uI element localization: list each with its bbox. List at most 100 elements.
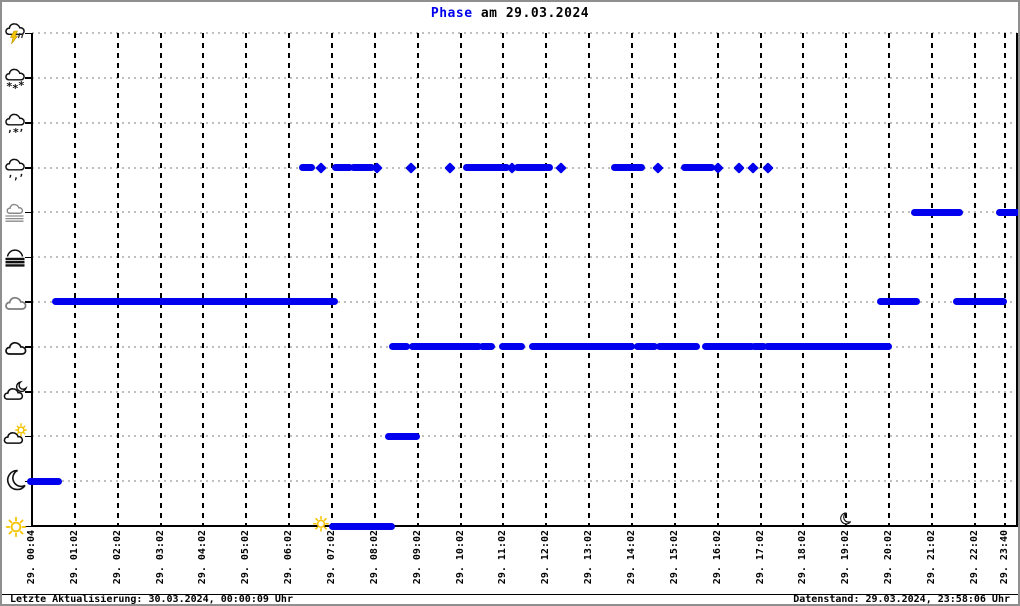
hour-gridline bbox=[202, 33, 205, 526]
phase-dot bbox=[444, 161, 456, 174]
sleet-icon: , * , bbox=[3, 110, 29, 136]
hour-gridline bbox=[459, 33, 462, 526]
x-axis-label: 29. 00:04 bbox=[24, 530, 40, 594]
svg-text:,: , bbox=[13, 171, 19, 181]
x-axis-label-text: 29. 01:02 bbox=[68, 530, 80, 585]
x-axis-label: 29. 06:02 bbox=[281, 530, 297, 594]
status-bar: Letzte Aktualisierung: 30.03.2024, 00:00… bbox=[2, 594, 1018, 604]
hour-gridline bbox=[845, 33, 848, 526]
svg-text:,: , bbox=[8, 168, 14, 179]
sunset-moon-icon bbox=[838, 511, 853, 527]
x-axis-label: 29. 08:02 bbox=[367, 530, 383, 594]
x-axis-label-text: 29. 20:02 bbox=[883, 530, 895, 585]
cloud-moon-icon bbox=[3, 379, 29, 405]
cloudy-cloud-icon bbox=[3, 334, 29, 360]
phase-dot-run bbox=[27, 477, 62, 485]
phase-dot-run bbox=[332, 164, 353, 171]
x-axis-label-text: 29. 06:02 bbox=[283, 530, 295, 585]
sunrise-sun-icon bbox=[311, 513, 331, 533]
y-axis-tick bbox=[24, 435, 32, 438]
moon-icon bbox=[3, 468, 29, 494]
hour-gridline bbox=[673, 33, 676, 526]
phase-dot-run bbox=[499, 343, 525, 351]
y-axis-tick bbox=[24, 301, 32, 303]
phase-dot-run bbox=[529, 343, 635, 351]
phase-dot-run bbox=[751, 343, 767, 351]
phase-dot bbox=[747, 161, 759, 174]
sun-icon bbox=[3, 513, 29, 539]
y-axis-tick bbox=[24, 77, 32, 79]
phase-dot-run bbox=[389, 343, 410, 351]
phase-dot-run bbox=[514, 164, 553, 171]
x-axis-label: 29. 01:02 bbox=[67, 530, 83, 594]
x-axis-label-text: 29. 08:02 bbox=[368, 530, 380, 585]
hour-gridline bbox=[931, 33, 933, 526]
x-axis-label: 29. 04:02 bbox=[195, 530, 211, 594]
phase-dot bbox=[315, 161, 327, 174]
hour-gridline bbox=[73, 33, 76, 526]
y-axis-line bbox=[30, 33, 33, 527]
chart-title: Phase am 29.03.2024 bbox=[2, 6, 1018, 21]
x-axis-label: 29. 19:02 bbox=[838, 530, 854, 594]
hour-gridline bbox=[416, 33, 419, 526]
svg-text:*: * bbox=[18, 79, 25, 91]
x-axis-label-text: 29. 03:02 bbox=[154, 530, 166, 585]
hour-gridline bbox=[331, 33, 333, 526]
phase-dot-run bbox=[463, 164, 510, 171]
hour-gridline bbox=[802, 33, 805, 526]
svg-text:,: , bbox=[19, 122, 25, 133]
x-axis-label: 29. 11:02 bbox=[495, 530, 511, 594]
svg-text:*: * bbox=[12, 82, 19, 91]
x-axis-label-text: 29. 21:02 bbox=[926, 530, 937, 585]
x-axis-label-text: 29. 15:02 bbox=[668, 530, 680, 585]
phase-dot bbox=[712, 161, 724, 174]
phase-dot-run bbox=[409, 343, 482, 351]
x-axis-label-text: 29. 10:02 bbox=[454, 530, 466, 585]
rain-icon: , , , bbox=[3, 155, 29, 181]
hour-gridline bbox=[1004, 33, 1006, 526]
x-axis-label: 29. 09:02 bbox=[410, 530, 426, 594]
chart-title-date: am 29.03.2024 bbox=[472, 6, 590, 21]
x-axis-label: 29. 10:02 bbox=[453, 530, 469, 594]
svg-text:,: , bbox=[7, 123, 13, 134]
category-gridline bbox=[31, 211, 1017, 214]
category-gridline bbox=[31, 32, 1017, 34]
haze-icon bbox=[3, 199, 29, 225]
phase-dot-run bbox=[764, 343, 892, 351]
y-axis-tick bbox=[24, 211, 32, 214]
phase-dot-run bbox=[996, 208, 1018, 216]
fog-icon bbox=[3, 244, 29, 270]
hour-gridline bbox=[973, 33, 976, 526]
category-gridline bbox=[31, 435, 1017, 438]
x-axis-label: 29. 03:02 bbox=[153, 530, 169, 594]
thunderstorm-icon bbox=[3, 20, 29, 46]
last-update-text: Letzte Aktualisierung: 30.03.2024, 00:00… bbox=[10, 594, 293, 605]
x-axis-line bbox=[30, 525, 1017, 527]
hour-gridline bbox=[116, 33, 119, 526]
svg-text:,: , bbox=[19, 167, 25, 178]
hour-gridline bbox=[545, 33, 548, 526]
overcast-cloud-icon bbox=[3, 289, 29, 315]
y-axis-tick bbox=[24, 391, 32, 393]
hour-gridline bbox=[502, 33, 505, 526]
phase-dot-run bbox=[52, 298, 338, 306]
x-axis-label-text: 29. 12:02 bbox=[540, 530, 552, 585]
phase-dot-run bbox=[911, 208, 963, 216]
category-gridline bbox=[31, 121, 1017, 124]
x-axis-label-text: 29. 16:02 bbox=[711, 530, 723, 585]
x-axis-label: 29. 02:02 bbox=[110, 530, 126, 594]
x-axis-label: 29. 20:02 bbox=[881, 530, 897, 594]
x-axis-label: 29. 14:02 bbox=[624, 530, 640, 594]
x-axis-label-text: 29. 05:02 bbox=[240, 530, 252, 585]
x-axis-label: 29. 17:02 bbox=[753, 530, 769, 594]
y-axis-tick bbox=[24, 122, 32, 124]
hour-gridline bbox=[288, 33, 291, 526]
phase-dot-run bbox=[877, 298, 920, 306]
hour-gridline bbox=[759, 33, 762, 526]
hour-gridline bbox=[888, 33, 891, 526]
x-axis-label: 29. 23:40 bbox=[997, 530, 1013, 594]
x-axis-label: 29. 22:02 bbox=[967, 530, 983, 594]
phase-dot-run bbox=[656, 343, 700, 351]
x-axis-label-text: 29. 14:02 bbox=[626, 530, 637, 585]
